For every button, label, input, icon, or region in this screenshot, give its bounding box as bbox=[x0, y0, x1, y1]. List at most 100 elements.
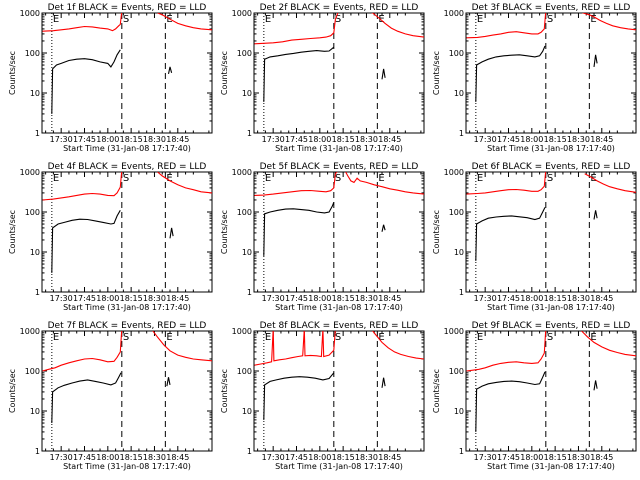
y-tick-label: 100 bbox=[25, 49, 40, 58]
x-tick-label: 17:45 bbox=[285, 453, 308, 462]
y-tick-label: 1000 bbox=[444, 168, 464, 177]
plot-frame bbox=[41, 171, 213, 293]
x-tick-label: 18:00 bbox=[520, 294, 543, 303]
lld-series-line bbox=[466, 331, 636, 372]
x-tick-label: 17:45 bbox=[73, 453, 96, 462]
y-tick-label: 1 bbox=[459, 129, 464, 138]
panel-1: Det 1f BLACK = Events, RED = LLD 1 10 100 10… bbox=[8, 3, 213, 153]
y-tick-label: 100 bbox=[449, 208, 464, 217]
x-tick-label: 18:00 bbox=[520, 453, 543, 462]
events-series-line bbox=[263, 202, 386, 256]
x-tick-label: 18:15 bbox=[120, 453, 143, 462]
panel-title: Det 5f BLACK = Events, RED = LLD bbox=[260, 162, 419, 172]
panel-title: Det 6f BLACK = Events, RED = LLD bbox=[472, 162, 631, 172]
x-axis-label: Start Time (31-Jan-08 17:17:40) bbox=[487, 303, 615, 312]
y-tick-label: 1000 bbox=[20, 168, 40, 177]
panel-6: Det 6f BLACK = Events, RED = LLD 1 10 100 10… bbox=[432, 162, 637, 312]
events-series-line bbox=[51, 372, 171, 424]
x-tick-label: 17:30 bbox=[50, 294, 73, 303]
x-tick-label: 17:45 bbox=[285, 135, 308, 144]
x-tick-label: 18:30 bbox=[567, 294, 590, 303]
y-axis-label: Counts/sec bbox=[8, 369, 17, 413]
x-tick-label: 17:30 bbox=[262, 294, 285, 303]
x-axis-label: Start Time (31-Jan-08 17:17:40) bbox=[275, 303, 403, 312]
x-tick-label: 18:30 bbox=[143, 294, 166, 303]
y-tick-label: 100 bbox=[449, 367, 464, 376]
y-axis-label: Counts/sec bbox=[432, 369, 441, 413]
y-tick-label: 10 bbox=[242, 248, 252, 257]
events-series-line bbox=[263, 372, 386, 420]
x-tick-label: 17:45 bbox=[497, 453, 520, 462]
panel-title: Det 4f BLACK = Events, RED = LLD bbox=[48, 162, 207, 172]
marker-label-E: E bbox=[265, 173, 271, 184]
x-tick-label: 18:00 bbox=[308, 135, 331, 144]
marker-label-E: E bbox=[590, 332, 596, 343]
x-tick-label: 17:45 bbox=[497, 135, 520, 144]
y-tick-label: 1 bbox=[35, 129, 40, 138]
x-tick-label: 18:30 bbox=[143, 135, 166, 144]
marker-label-E: E bbox=[166, 173, 172, 184]
x-tick-label: 18:00 bbox=[308, 453, 331, 462]
y-axis-label: Counts/sec bbox=[220, 369, 229, 413]
plot-frame bbox=[41, 12, 213, 134]
y-axis-label: Counts/sec bbox=[220, 51, 229, 95]
y-tick-label: 10 bbox=[242, 407, 252, 416]
x-tick-label: 18:15 bbox=[120, 294, 143, 303]
events-series-line bbox=[51, 210, 174, 273]
x-tick-label: 17:45 bbox=[285, 294, 308, 303]
y-tick-label: 100 bbox=[25, 208, 40, 217]
lld-series-line bbox=[254, 331, 424, 366]
panel-title: Det 8f BLACK = Events, RED = LLD bbox=[260, 321, 419, 331]
marker-label-E: E bbox=[53, 332, 59, 343]
x-tick-label: 18:30 bbox=[355, 294, 378, 303]
x-tick-label: 18:45 bbox=[590, 135, 613, 144]
x-tick-label: 18:00 bbox=[308, 294, 331, 303]
x-tick-label: 17:30 bbox=[474, 294, 497, 303]
plot-frame bbox=[41, 330, 213, 452]
x-tick-label: 17:45 bbox=[73, 294, 96, 303]
y-tick-label: 1 bbox=[247, 288, 252, 297]
x-axis-label: Start Time (31-Jan-08 17:17:40) bbox=[487, 144, 615, 153]
x-tick-label: 17:45 bbox=[73, 135, 96, 144]
lld-series-line bbox=[42, 172, 212, 201]
y-tick-label: 1 bbox=[35, 447, 40, 456]
y-axis-label: Counts/sec bbox=[8, 51, 17, 95]
x-tick-label: 17:30 bbox=[262, 453, 285, 462]
events-series-line bbox=[51, 49, 173, 114]
y-tick-label: 1 bbox=[35, 288, 40, 297]
panel-2: Det 2f BLACK = Events, RED = LLD 1 10 100 10… bbox=[220, 3, 425, 153]
lld-series-line bbox=[466, 172, 636, 195]
y-tick-label: 10 bbox=[454, 407, 464, 416]
x-tick-label: 18:45 bbox=[166, 135, 189, 144]
marker-label-E: E bbox=[477, 173, 483, 184]
panel-4: Det 4f BLACK = Events, RED = LLD 1 10 100 10… bbox=[8, 162, 213, 312]
y-tick-label: 100 bbox=[449, 49, 464, 58]
x-tick-label: 17:30 bbox=[474, 453, 497, 462]
panel-8: Det 8f BLACK = Events, RED = LLD 1 10 100 10… bbox=[220, 321, 425, 471]
y-tick-label: 100 bbox=[237, 49, 252, 58]
lld-series-line bbox=[42, 13, 212, 32]
marker-label-E: E bbox=[53, 173, 59, 184]
y-tick-label: 100 bbox=[237, 208, 252, 217]
lld-series-line bbox=[42, 331, 212, 372]
x-tick-label: 18:15 bbox=[332, 135, 355, 144]
plot-frame bbox=[253, 330, 425, 452]
y-tick-label: 10 bbox=[242, 89, 252, 98]
plot-frame bbox=[253, 171, 425, 293]
events-series-line bbox=[475, 207, 598, 261]
panel-title: Det 1f BLACK = Events, RED = LLD bbox=[48, 3, 207, 13]
panel-3: Det 3f BLACK = Events, RED = LLD 1 10 100 10… bbox=[432, 3, 637, 153]
y-tick-label: 10 bbox=[30, 89, 40, 98]
marker-label-E: E bbox=[378, 173, 384, 184]
marker-label-S: S bbox=[123, 173, 129, 184]
events-series-line bbox=[263, 46, 386, 102]
y-tick-label: 1000 bbox=[232, 9, 252, 18]
plot-frame bbox=[253, 12, 425, 134]
y-tick-label: 10 bbox=[30, 407, 40, 416]
y-tick-label: 1 bbox=[459, 288, 464, 297]
y-tick-label: 100 bbox=[25, 367, 40, 376]
panel-title: Det 3f BLACK = Events, RED = LLD bbox=[472, 3, 631, 13]
panel-5: Det 5f BLACK = Events, RED = LLD 1 10 100 10… bbox=[220, 162, 425, 312]
marker-label-E: E bbox=[477, 332, 483, 343]
y-tick-label: 10 bbox=[454, 248, 464, 257]
